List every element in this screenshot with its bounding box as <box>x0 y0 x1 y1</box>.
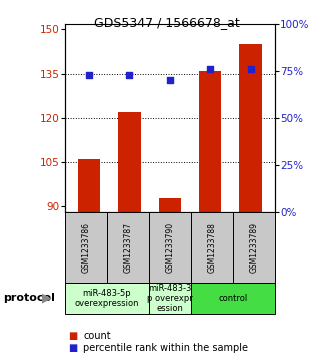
Point <box>127 72 132 77</box>
Text: ▶: ▶ <box>42 292 52 305</box>
Bar <box>239 44 262 212</box>
Bar <box>149 283 191 314</box>
Bar <box>233 212 275 283</box>
Text: GDS5347 / 1566678_at: GDS5347 / 1566678_at <box>94 16 239 29</box>
Bar <box>191 212 233 283</box>
Text: GSM1233787: GSM1233787 <box>123 222 133 273</box>
Text: percentile rank within the sample: percentile rank within the sample <box>83 343 248 354</box>
Point <box>87 72 92 77</box>
Bar <box>191 283 275 314</box>
Point <box>248 66 253 72</box>
Point <box>167 77 172 83</box>
Text: GSM1233786: GSM1233786 <box>81 222 91 273</box>
Text: GSM1233789: GSM1233789 <box>249 222 258 273</box>
Text: ■: ■ <box>68 331 78 341</box>
Bar <box>65 212 107 283</box>
Bar <box>149 212 191 283</box>
Point <box>207 66 213 72</box>
Text: GSM1233788: GSM1233788 <box>207 222 216 273</box>
Text: count: count <box>83 331 111 341</box>
Text: miR-483-3
p overexpr
ession: miR-483-3 p overexpr ession <box>147 284 193 314</box>
Text: GSM1233790: GSM1233790 <box>165 222 174 273</box>
Text: miR-483-5p
overexpression: miR-483-5p overexpression <box>75 289 139 308</box>
Text: ■: ■ <box>68 343 78 354</box>
Bar <box>119 112 141 212</box>
Bar <box>199 71 221 212</box>
Bar <box>78 159 100 212</box>
Text: protocol: protocol <box>3 293 55 303</box>
Bar <box>107 212 149 283</box>
Bar <box>65 283 149 314</box>
Bar <box>159 197 181 212</box>
Text: control: control <box>218 294 247 303</box>
